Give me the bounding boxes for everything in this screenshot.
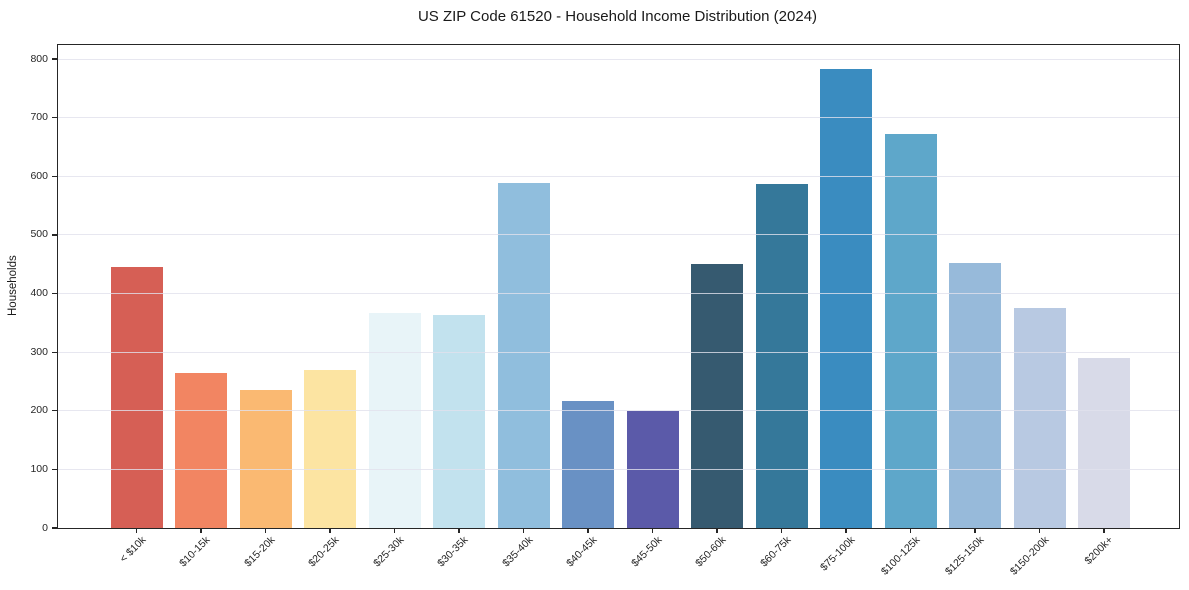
x-tick-label: $40-45k [564,534,600,570]
y-tick-label: 400 [30,287,48,300]
x-tick-mark [1103,529,1105,533]
y-tick-label: 200 [30,404,48,417]
y-tick-label: 600 [30,169,48,182]
x-tick-mark [135,529,138,533]
y-tick-mark [52,234,58,236]
gridline [58,410,1179,412]
bar [820,69,872,528]
y-tick-mark [52,351,58,353]
y-tick-label: 500 [30,228,48,241]
y-tick-label: 300 [30,345,48,358]
x-tick-label: $25-30k [370,534,406,570]
x-tick-mark [264,529,267,533]
x-tick-label: $30-35k [435,534,471,570]
y-tick-mark [52,468,58,470]
x-tick-label: $35-40k [499,534,535,570]
y-tick-mark [52,410,58,412]
y-tick-label: 800 [30,52,48,65]
gridline [58,117,1179,119]
x-tick-mark [1038,529,1041,533]
bar [304,369,356,528]
gridline [58,234,1179,236]
x-tick-mark [329,529,331,533]
y-tick-mark [52,292,58,295]
x-tick-label: $50-60k [693,534,729,570]
y-tick-label: 0 [42,521,48,534]
x-tick-label: < $10k [116,534,148,565]
bar [884,134,937,528]
x-tick-label: $125-150k [942,534,987,578]
x-tick-mark [587,529,589,533]
bar [691,264,743,528]
y-tick-mark [52,58,58,60]
bar [497,182,550,528]
x-tick-mark [651,529,654,533]
gridline [58,175,1179,177]
gridline [58,468,1179,470]
bar [110,267,163,528]
bar [562,400,614,528]
x-tick-mark [716,529,718,533]
x-tick-mark [845,529,847,533]
bar [1013,308,1066,528]
y-tick-mark [52,527,58,529]
x-tick-mark [200,529,202,533]
x-tick-mark [522,529,525,533]
y-tick-mark [52,117,58,119]
gridline [58,293,1179,295]
x-tick-label: $75-100k [818,534,858,574]
x-tick-mark [780,529,783,533]
x-tick-label: $60-75k [757,534,793,570]
bar [755,183,808,528]
x-tick-label: $200k+ [1082,534,1116,568]
bar [239,390,292,528]
x-tick-label: $10-15k [177,534,213,570]
chart-title: US ZIP Code 61520 - Household Income Dis… [417,8,818,25]
plot-area: < $10k $10-15k $15-20k $20-25k $25-30k $30-35… [30,44,1180,578]
x-tick-mark [974,529,976,533]
x-tick-label: $45-50k [628,534,664,570]
y-tick-label: 100 [30,462,48,475]
x-tick-label: $100-125k [878,534,922,578]
bar [1078,358,1130,528]
x-tick-mark [458,529,460,533]
x-tick-label: $15-20k [241,534,277,570]
y-tick-label: 700 [30,111,48,124]
bar [175,372,227,528]
x-tick-mark [909,529,912,533]
gridline [58,351,1179,353]
y-tick-mark [52,175,58,177]
bar [433,315,485,528]
bar [949,263,1001,528]
x-tick-label: $150-200k [1007,534,1051,578]
x-tick-mark [393,529,396,533]
bar [368,312,421,528]
gridline [58,58,1179,60]
x-tick-label: $20-25k [306,534,342,570]
